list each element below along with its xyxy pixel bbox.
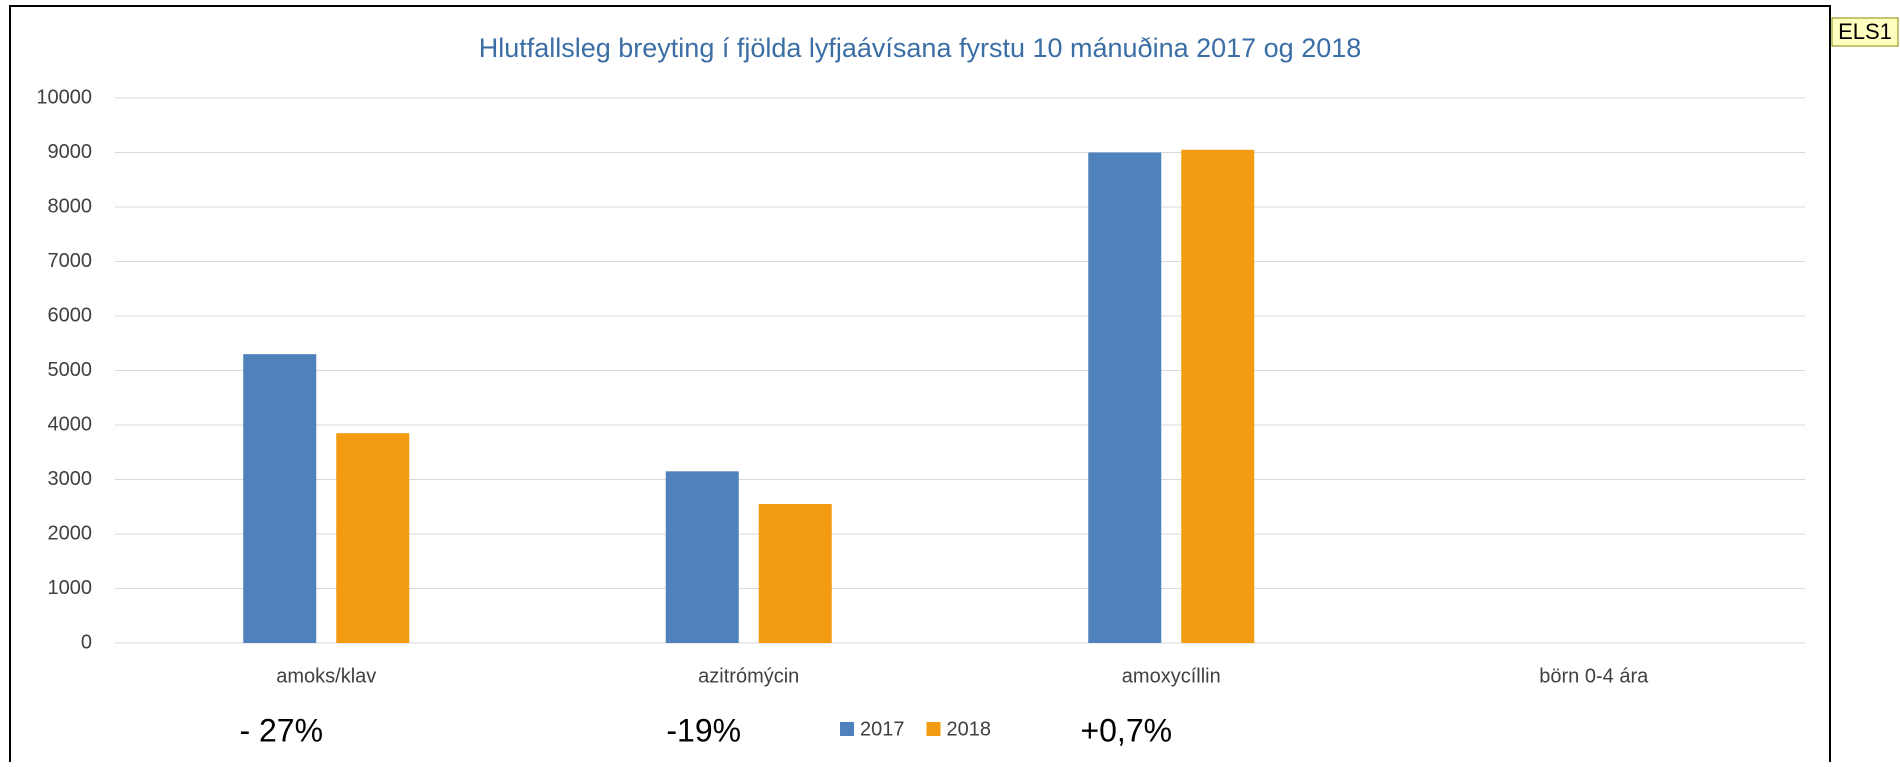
annotation: +0,7% xyxy=(1080,712,1172,748)
y-tick-label: 4000 xyxy=(48,413,93,435)
tag: ELS1 xyxy=(1838,19,1892,44)
y-tick-label: 8000 xyxy=(48,195,93,217)
bar xyxy=(758,504,832,643)
bar xyxy=(336,433,410,643)
x-tick-label: börn 0-4 ára xyxy=(1539,665,1649,687)
legend-swatch xyxy=(926,722,941,736)
y-tick-label: 5000 xyxy=(48,359,93,381)
y-tick-label: 7000 xyxy=(48,250,93,272)
legend-swatch xyxy=(840,722,854,736)
bar xyxy=(665,471,739,643)
y-tick-label: 9000 xyxy=(48,141,93,163)
bar xyxy=(1181,149,1255,643)
y-tick-label: 0 xyxy=(81,631,92,653)
bar xyxy=(1088,152,1162,643)
x-tick-label: amoks/klav xyxy=(276,665,376,687)
y-tick-label: 10000 xyxy=(36,86,92,108)
chart-title: Hlutfallsleg breyting í fjölda lyfjaávís… xyxy=(479,33,1362,63)
tag-box xyxy=(1831,17,1899,47)
legend-label: 2018 xyxy=(947,718,992,740)
y-tick-label: 1000 xyxy=(48,577,93,599)
y-tick-label: 2000 xyxy=(48,522,93,544)
x-tick-label: azitrómýcin xyxy=(698,665,799,687)
y-tick-label: 6000 xyxy=(48,304,93,326)
bar xyxy=(243,354,317,643)
y-tick-label: 3000 xyxy=(48,468,93,490)
annotation: - 27% xyxy=(239,712,323,748)
annotation: -19% xyxy=(666,712,741,748)
legend-label: 2017 xyxy=(860,718,905,740)
x-tick-label: amoxycíllin xyxy=(1122,665,1221,687)
